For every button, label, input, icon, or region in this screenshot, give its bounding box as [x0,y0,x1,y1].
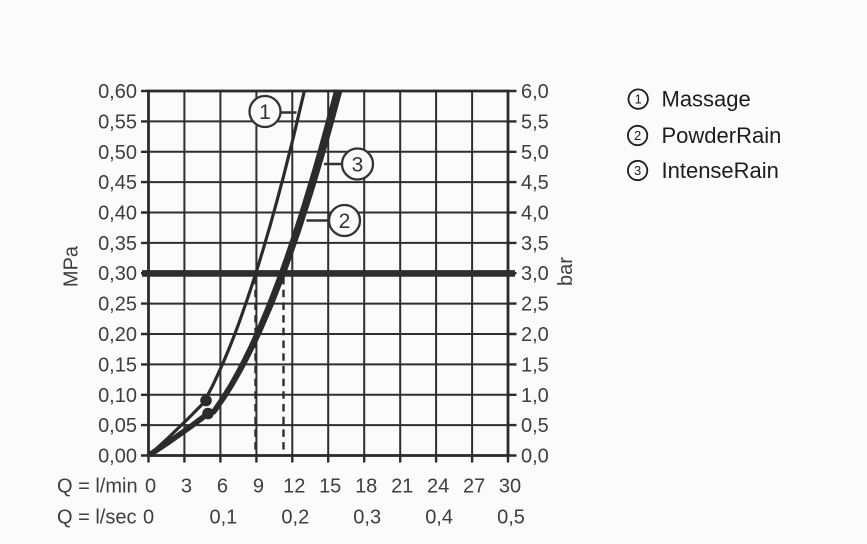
svg-text:0,0: 0,0 [521,446,549,468]
svg-text:0,20: 0,20 [98,324,137,346]
svg-text:6,0: 6,0 [521,81,549,103]
svg-text:5,5: 5,5 [521,111,549,133]
svg-text:1,0: 1,0 [521,385,549,407]
svg-text:0: 0 [143,507,154,529]
svg-text:0,40: 0,40 [98,203,137,225]
svg-text:0,00: 0,00 [98,446,137,468]
svg-text:21: 21 [391,476,413,498]
svg-text:3: 3 [634,163,641,178]
svg-text:2: 2 [634,128,641,143]
svg-text:0,1: 0,1 [209,507,237,529]
svg-text:18: 18 [355,476,377,498]
svg-text:0,60: 0,60 [98,81,137,103]
svg-text:4,5: 4,5 [521,172,549,194]
svg-text:bar: bar [555,257,577,286]
svg-text:Q = l/min: Q = l/min [57,476,138,498]
svg-text:5,0: 5,0 [521,142,549,164]
svg-text:Massage: Massage [662,87,751,112]
svg-text:0,45: 0,45 [98,172,137,194]
svg-text:24: 24 [427,476,449,498]
svg-text:6: 6 [217,476,228,498]
svg-text:30: 30 [499,476,521,498]
svg-text:1,5: 1,5 [521,354,549,376]
svg-text:0,15: 0,15 [98,354,137,376]
svg-text:0,4: 0,4 [425,507,453,529]
svg-text:9: 9 [253,476,264,498]
svg-text:0,5: 0,5 [521,415,549,437]
svg-text:0,3: 0,3 [353,507,381,529]
svg-text:12: 12 [283,476,305,498]
svg-text:0,25: 0,25 [98,294,137,316]
svg-text:2: 2 [339,210,351,233]
svg-text:0,30: 0,30 [98,263,137,285]
svg-text:27: 27 [463,476,485,498]
svg-text:PowderRain: PowderRain [662,123,782,148]
svg-text:2,0: 2,0 [521,324,549,346]
svg-text:3,0: 3,0 [521,263,549,285]
svg-text:0,2: 0,2 [281,507,309,529]
svg-text:Q = l/sec: Q = l/sec [57,507,136,529]
svg-text:0,55: 0,55 [98,111,137,133]
svg-text:3: 3 [181,476,192,498]
svg-text:15: 15 [319,476,341,498]
svg-text:0,5: 0,5 [497,507,525,529]
svg-text:4,0: 4,0 [521,203,549,225]
svg-text:IntenseRain: IntenseRain [662,158,779,183]
svg-text:3,5: 3,5 [521,233,549,255]
svg-text:0,35: 0,35 [98,233,137,255]
svg-text:3: 3 [352,154,364,177]
svg-text:MPa: MPa [61,245,83,287]
svg-text:2,5: 2,5 [521,294,549,316]
svg-text:1: 1 [635,92,642,107]
svg-text:1: 1 [259,101,271,124]
svg-text:0,10: 0,10 [98,385,137,407]
svg-text:0: 0 [145,476,156,498]
svg-text:0,05: 0,05 [98,415,137,437]
svg-text:0,50: 0,50 [98,142,137,164]
